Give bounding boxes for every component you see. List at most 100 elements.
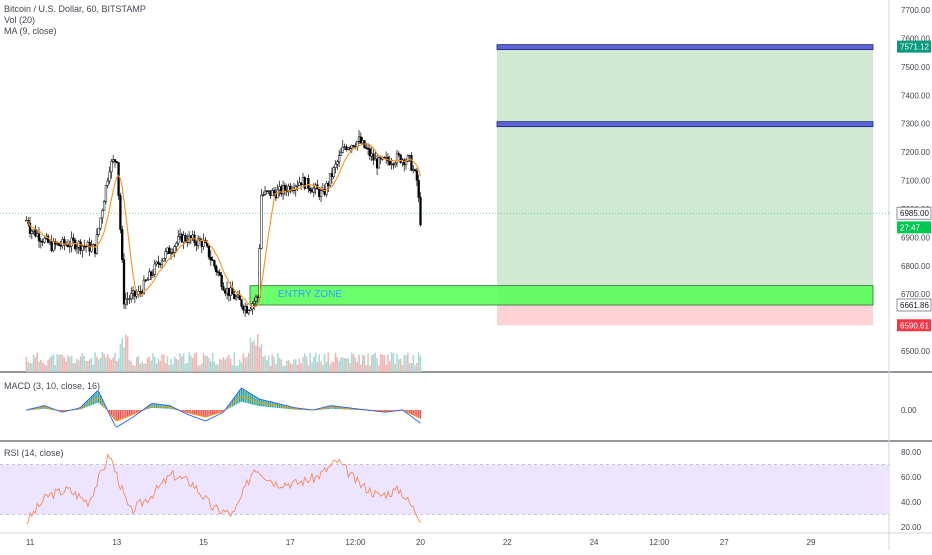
macd-histogram-bar: [419, 410, 422, 419]
volume-bar: [184, 363, 187, 372]
macd-histogram-bar: [90, 396, 93, 406]
candle-body: [220, 275, 223, 287]
candle-body: [343, 146, 346, 148]
macd-histogram-bar: [197, 410, 199, 416]
volume-bar: [56, 353, 58, 372]
candle-body: [254, 296, 258, 302]
volume-bar: [416, 362, 418, 372]
macd-histogram-bar: [190, 410, 192, 414]
volume-bar: [316, 362, 319, 372]
volume-bar: [300, 363, 302, 372]
rsi-legend[interactable]: RSI (14, close): [4, 448, 64, 458]
volume-bar: [92, 364, 95, 372]
candle-body: [379, 157, 382, 160]
candle-body: [247, 310, 250, 314]
target-2-bar: [496, 44, 874, 51]
candle-body: [328, 173, 332, 186]
volume-bar: [387, 354, 389, 372]
volume-bar: [231, 365, 234, 372]
volume-bar: [61, 355, 64, 372]
candle-body: [216, 271, 220, 273]
volume-bar: [361, 354, 364, 372]
volume-bar: [146, 357, 149, 372]
volume-bar: [63, 357, 66, 372]
candle-body: [256, 296, 259, 298]
price-tick-label: 7400.00: [901, 91, 930, 100]
volume-bar: [269, 365, 272, 372]
candle-body: [43, 237, 46, 243]
candle-body: [159, 263, 162, 266]
candle-body: [110, 161, 113, 173]
volume-bar: [378, 365, 380, 372]
candle-body: [258, 248, 261, 298]
candle-body: [377, 157, 381, 169]
candle-body: [175, 242, 178, 247]
volume-bar: [143, 363, 145, 372]
volume-bar: [27, 361, 29, 372]
macd-histogram-bar: [217, 410, 219, 414]
volume-bar: [278, 357, 281, 372]
candle-body: [332, 167, 335, 177]
macd-histogram-bar: [235, 395, 237, 405]
macd-histogram-bar: [412, 410, 414, 416]
time-tick-label: 20: [416, 538, 425, 547]
candle-body: [303, 177, 306, 189]
volume-legend[interactable]: Vol (20): [4, 15, 36, 25]
volume-bar: [399, 358, 402, 372]
candle-body: [408, 154, 411, 157]
candle-body: [93, 244, 97, 254]
candle-body: [34, 229, 37, 237]
candle-body: [52, 241, 55, 251]
candle-body: [46, 235, 50, 243]
volume-bar: [314, 352, 317, 372]
candle-body: [57, 243, 61, 246]
volume-bar: [96, 356, 98, 372]
macd-legend[interactable]: MACD (3, 10, close, 16): [4, 381, 101, 391]
candle-body: [240, 299, 243, 307]
volume-bar: [79, 356, 82, 372]
volume-bar: [262, 356, 265, 372]
candle-body: [133, 290, 137, 297]
macd-histogram-bar: [240, 388, 243, 402]
volume-bar: [374, 352, 377, 372]
volume-bar: [285, 360, 288, 372]
volume-bar: [182, 353, 185, 372]
macd-histogram-bar: [186, 410, 188, 414]
volume-bar: [296, 364, 299, 372]
candle-body: [372, 153, 375, 161]
volume-bar: [275, 364, 277, 372]
macd-histogram-bar: [184, 410, 187, 413]
symbol-title[interactable]: Bitcoin / U.S. Dollar, 60, BITSTAMP: [4, 4, 146, 14]
macd-histogram-bar: [97, 391, 100, 404]
candle-body: [48, 241, 52, 243]
macd-histogram-bar: [135, 410, 138, 414]
volume-bar: [85, 361, 87, 372]
candle-body: [229, 287, 232, 296]
candle-body: [184, 235, 187, 242]
volume-bar: [139, 363, 142, 372]
macd-histogram-bar: [249, 393, 252, 404]
candle-body: [126, 298, 129, 300]
volume-bar: [193, 353, 196, 372]
macd-histogram-bar: [242, 389, 245, 403]
volume-bar: [343, 357, 346, 372]
volume-bar: [159, 360, 161, 372]
candle-body: [182, 235, 185, 243]
volume-bar: [190, 355, 192, 372]
price-tick-label: 7700.00: [901, 6, 930, 15]
volume-bar: [83, 355, 86, 372]
volume-bar: [155, 363, 158, 372]
volume-bar: [78, 360, 80, 372]
ma-legend[interactable]: MA (9, close): [4, 26, 57, 36]
price-badge: [897, 40, 931, 53]
candle-body: [330, 173, 334, 177]
volume-bar: [31, 363, 33, 372]
volume-bar: [47, 359, 49, 372]
candle-body: [388, 160, 391, 165]
volume-bar: [141, 361, 143, 372]
candle-body: [309, 188, 312, 191]
volume-bar: [264, 355, 266, 372]
candle-body: [142, 279, 146, 294]
